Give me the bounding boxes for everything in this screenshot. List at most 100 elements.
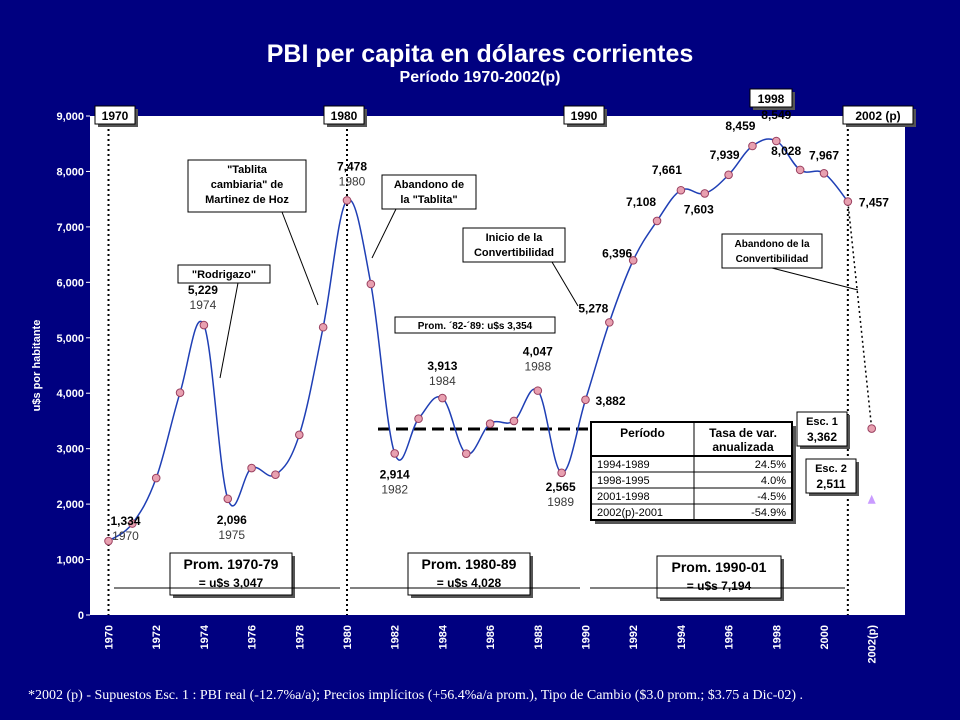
point-value-label: 7,661 [652,163,682,177]
annotation-tablita-line: Martinez de Hoz [205,194,289,206]
data-point [581,395,590,405]
x-tick-label: 1974 [199,624,211,649]
data-point [199,320,209,330]
decade-marker-label: 1970 [102,109,129,123]
data-point [342,196,352,205]
point-value-label: 5,278 [578,301,608,315]
point-value-label: 7,478 [337,159,367,173]
decade-marker-box [842,105,914,125]
point-year-label: 1980 [339,174,366,188]
x-tick-label: 1984 [437,624,449,649]
annotation-tablita-line: "Tablita [227,164,268,176]
decade-marker-label: 1980 [331,109,358,123]
y-tick-label: 7,000 [56,222,84,234]
data-point [700,189,710,198]
annotation-tablita-line: cambiaria" de [211,179,283,191]
data-point [295,430,304,440]
annotation-inicio-leader [551,261,579,307]
data-point [819,168,829,178]
annotation-inicio-convertibilidad [462,227,566,263]
x-tick-label: 1996 [724,625,736,649]
point-value-label: 3,913 [427,359,457,373]
y-tick-label: 4,000 [56,388,84,400]
decade-marker-box [323,105,365,125]
point-value-label: 2,096 [217,513,247,527]
rate-table-header: Período [620,426,665,440]
projection-line [847,201,873,429]
chart-subtitle: Período 1970-2002(p) [399,69,561,86]
data-point [223,494,233,504]
data-point [509,416,519,426]
point-value-label: 7,967 [809,148,839,162]
average-value: = u$s 7,194 [687,579,752,593]
rate-table-cell: 2002(p)-2001 [597,507,663,519]
x-tick-label: 1988 [533,625,545,649]
average-title: Prom. 1980-89 [422,556,517,572]
point-year-label: 1974 [190,298,217,312]
data-point [605,318,614,327]
rate-table-cell: 1994-1989 [597,459,650,471]
decade-marker-label: 1998 [758,92,785,106]
rate-table-cell: 24.5% [755,459,786,471]
average-value: = u$s 4,028 [437,576,502,590]
annotation-inicio-convertibilidad-line: Inicio de la [486,232,544,244]
data-point [438,393,447,403]
point-value-label: 7,457 [859,196,889,210]
scenario-2-title: Esc. 2 [815,463,847,475]
annotation-abandono-convertibilidad [721,233,823,269]
point-year-label: 1988 [524,360,551,374]
annotation-abandono-conv-leader [771,267,859,291]
point-value-label: 6,396 [602,246,632,260]
point-year-label: 1982 [381,482,408,496]
point-value-label: 7,603 [684,202,714,216]
x-tick-label: 1994 [676,624,688,649]
rate-table-header: Tasa de var. [709,426,777,440]
point-value-label: 1,334 [110,514,140,528]
data-point [772,136,781,146]
annotation-rodrigazo [177,264,271,284]
scenario-2-box [805,458,857,494]
y-tick-label: 6,000 [56,277,84,289]
x-tick-label: 1982 [390,625,402,649]
annotation-abandono-tablita-leader [371,208,397,259]
annotation-abandono-tablita-line: Abandono de [394,179,464,191]
data-point [128,519,137,528]
x-tick-label: 1972 [151,625,163,649]
rate-table-header: anualizada [712,440,774,454]
data-point [724,170,733,180]
y-tick-label: 5,000 [56,333,84,345]
data-point [652,216,662,226]
annotation-abandono-convertibilidad-line: Convertibilidad [736,254,809,265]
annotation-prom-82-89 [394,316,556,334]
footnote: *2002 (p) - Supuestos Esc. 1 : PBI real … [28,688,804,703]
annotation-tablita-leader [281,211,319,306]
annotation-tablita [187,159,307,213]
scenario-2-value: 2,511 [816,477,846,491]
decade-marker-box [94,105,136,125]
scenario-1-value: 3,362 [807,430,837,444]
y-tick-label: 8,000 [56,166,84,178]
x-tick-label: 1980 [342,625,354,649]
x-tick-label: 1970 [104,625,116,649]
x-tick-label: 1998 [771,625,783,649]
average-title: Prom. 1970-79 [184,556,279,572]
scenario-1-title: Esc. 1 [806,416,838,428]
scenario-2-point [867,494,876,504]
point-value-label: 3,882 [596,394,626,408]
data-point [414,414,423,424]
point-year-label: 1989 [547,495,574,509]
data-point [366,279,376,289]
x-tick-label: 1976 [247,625,259,649]
point-value-label: 8,549 [761,108,791,122]
x-tick-label: 2002(p) [867,625,879,664]
average-value: = u$s 3,047 [199,576,264,590]
data-point [485,419,495,429]
rate-table-cell: 2001-1998 [597,491,650,503]
point-value-label: 8,459 [725,119,755,133]
x-tick-label: 1992 [628,625,640,649]
data-point [843,197,853,206]
data-point [390,449,400,458]
data-point [748,141,757,151]
point-year-label: 1984 [429,374,456,388]
